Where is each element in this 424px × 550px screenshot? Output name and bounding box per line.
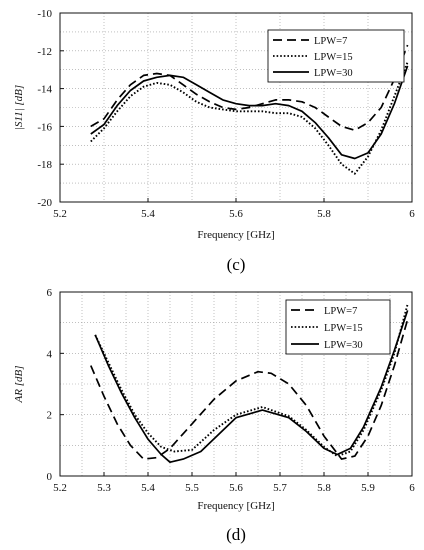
s11-legend-label: LPW=7 [314,36,347,47]
s11-series [90,44,409,175]
ar-x-tick-label: 5.6 [229,482,243,494]
ar-y-tick-label: 6 [47,287,53,299]
s11-y-tick-label: -20 [37,197,52,209]
ar-series [90,304,409,464]
ar-x-tick-label: 5.5 [185,482,199,494]
s11-x-tick-label: 6 [409,208,415,220]
s11-y-tick-label: -10 [37,8,52,20]
ar-series-lpw-15 [94,304,409,458]
s11-series-lpw-7 [90,44,409,132]
ar-x-tick-label: 5.2 [53,482,67,494]
ar-x-axis-label: Frequency [GHz] [197,500,274,512]
ar-series-lpw-30 [94,310,409,464]
s11-x-tick-label: 5.2 [53,208,67,220]
ar-x-tick-label: 5.4 [141,482,155,494]
s11-legend-label: LPW=30 [314,68,353,79]
ar-ticks: 5.2 5.3 5.4 5.5 5.6 5.7 5.8 5.9 6 0 2 4 6 [47,287,416,494]
ar-y-tick-label: 4 [47,348,53,360]
ar-x-tick-label: 5.7 [273,482,287,494]
ar-legend-label: LPW=30 [324,340,363,351]
s11-series-lpw-30 [90,65,409,160]
s11-x-tick-label: 5.8 [317,208,331,220]
s11-x-tick-label: 5.4 [141,208,155,220]
ar-x-tick-label: 5.3 [97,482,111,494]
s11-y-axis-label: |S11| [dB] [13,85,25,130]
panel-label-d: (d) [226,525,246,544]
chart-s11: 5.2 5.4 5.6 5.8 6 -20 -18 -16 -14 -12 -10 Frequenc… [13,8,415,274]
s11-y-tick-label: -16 [37,121,52,133]
s11-y-tick-label: -12 [37,46,52,58]
ar-legend: LPW=7 LPW=15 LPW=30 [285,299,391,355]
ar-x-tick-label: 6 [409,482,415,494]
s11-x-tick-label: 5.6 [229,208,243,220]
ar-y-axis-label: AR [dB] [13,366,25,404]
s11-y-tick-label: -14 [37,84,52,96]
s11-legend-label: LPW=15 [314,52,353,63]
ar-series-lpw-7 [90,319,409,460]
chart-axial-ratio: 5.2 5.3 5.4 5.5 5.6 5.7 5.8 5.9 6 0 2 4 6 Frequency … [13,287,415,544]
ar-legend-label: LPW=15 [324,323,363,334]
ar-y-tick-label: 2 [47,410,53,422]
s11-ticks: 5.2 5.4 5.6 5.8 6 -20 -18 -16 -14 -12 -10 [37,8,415,220]
s11-y-tick-label: -18 [37,159,52,171]
ar-legend-label: LPW=7 [324,306,357,317]
s11-legend: LPW=7 LPW=15 LPW=30 [267,29,405,83]
s11-x-axis-label: Frequency [GHz] [197,229,274,241]
s11-legend-box [267,29,405,83]
ar-x-tick-label: 5.9 [361,482,375,494]
panel-label-c: (c) [227,255,246,274]
s11-series-lpw-15 [90,61,409,175]
ar-y-tick-label: 0 [47,471,53,483]
ar-x-tick-label: 5.8 [317,482,331,494]
